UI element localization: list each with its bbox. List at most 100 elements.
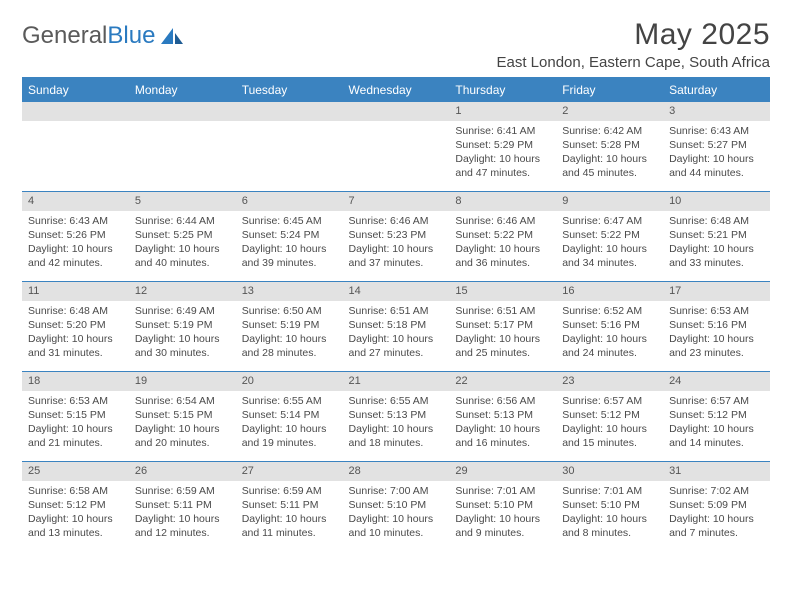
weekday-header: Thursday [449,78,556,102]
calendar-day-cell: 22Sunrise: 6:56 AMSunset: 5:13 PMDayligh… [449,372,556,462]
sunset-line: Sunset: 5:10 PM [562,498,657,512]
daylight-line: Daylight: 10 hours and 14 minutes. [669,422,764,450]
sunset-line: Sunset: 5:12 PM [669,408,764,422]
day-number-bar: 22 [449,372,556,391]
sunrise-line: Sunrise: 6:57 AM [562,394,657,408]
day-number-bar: 2 [556,102,663,121]
day-number-bar: 29 [449,462,556,481]
sunset-line: Sunset: 5:10 PM [455,498,550,512]
header: GeneralBlue May 2025 East London, Easter… [22,18,770,71]
day-body: Sunrise: 6:45 AMSunset: 5:24 PMDaylight:… [236,211,343,277]
day-body: Sunrise: 7:02 AMSunset: 5:09 PMDaylight:… [663,481,770,547]
sunset-line: Sunset: 5:12 PM [28,498,123,512]
sunrise-line: Sunrise: 6:59 AM [135,484,230,498]
calendar-day-cell: 4Sunrise: 6:43 AMSunset: 5:26 PMDaylight… [22,192,129,282]
calendar-day-cell: 1Sunrise: 6:41 AMSunset: 5:29 PMDaylight… [449,102,556,192]
calendar-day-cell: 6Sunrise: 6:45 AMSunset: 5:24 PMDaylight… [236,192,343,282]
calendar-day-cell: 27Sunrise: 6:59 AMSunset: 5:11 PMDayligh… [236,462,343,552]
calendar-day-cell: 3Sunrise: 6:43 AMSunset: 5:27 PMDaylight… [663,102,770,192]
sunset-line: Sunset: 5:21 PM [669,228,764,242]
title-block: May 2025 East London, Eastern Cape, Sout… [496,18,770,71]
sunrise-line: Sunrise: 6:50 AM [242,304,337,318]
sunrise-line: Sunrise: 6:53 AM [669,304,764,318]
weekday-header: Wednesday [343,78,450,102]
day-body [343,121,450,130]
calendar-day-cell: 31Sunrise: 7:02 AMSunset: 5:09 PMDayligh… [663,462,770,552]
daylight-line: Daylight: 10 hours and 24 minutes. [562,332,657,360]
daylight-line: Daylight: 10 hours and 18 minutes. [349,422,444,450]
day-number-bar: 4 [22,192,129,211]
day-number-bar: 21 [343,372,450,391]
day-body: Sunrise: 6:46 AMSunset: 5:23 PMDaylight:… [343,211,450,277]
sunset-line: Sunset: 5:11 PM [135,498,230,512]
day-number-bar: 5 [129,192,236,211]
calendar-day-cell [22,102,129,192]
sunrise-line: Sunrise: 6:41 AM [455,124,550,138]
sunset-line: Sunset: 5:16 PM [562,318,657,332]
day-number-bar [343,102,450,121]
calendar-day-cell: 7Sunrise: 6:46 AMSunset: 5:23 PMDaylight… [343,192,450,282]
day-body: Sunrise: 6:44 AMSunset: 5:25 PMDaylight:… [129,211,236,277]
sunset-line: Sunset: 5:25 PM [135,228,230,242]
weekday-header: Tuesday [236,78,343,102]
day-number-bar: 31 [663,462,770,481]
calendar-day-cell: 14Sunrise: 6:51 AMSunset: 5:18 PMDayligh… [343,282,450,372]
calendar-day-cell [236,102,343,192]
day-number-bar [22,102,129,121]
day-body: Sunrise: 7:01 AMSunset: 5:10 PMDaylight:… [556,481,663,547]
sunrise-line: Sunrise: 6:42 AM [562,124,657,138]
sunrise-line: Sunrise: 6:46 AM [349,214,444,228]
day-number-bar: 9 [556,192,663,211]
calendar-week-row: 4Sunrise: 6:43 AMSunset: 5:26 PMDaylight… [22,192,770,282]
day-number-bar: 8 [449,192,556,211]
calendar-day-cell: 28Sunrise: 7:00 AMSunset: 5:10 PMDayligh… [343,462,450,552]
day-number-bar: 30 [556,462,663,481]
sunrise-line: Sunrise: 7:01 AM [562,484,657,498]
daylight-line: Daylight: 10 hours and 8 minutes. [562,512,657,540]
sunrise-line: Sunrise: 7:01 AM [455,484,550,498]
sunrise-line: Sunrise: 6:55 AM [242,394,337,408]
day-body: Sunrise: 6:52 AMSunset: 5:16 PMDaylight:… [556,301,663,367]
daylight-line: Daylight: 10 hours and 28 minutes. [242,332,337,360]
day-number-bar: 19 [129,372,236,391]
calendar-day-cell: 20Sunrise: 6:55 AMSunset: 5:14 PMDayligh… [236,372,343,462]
logo-sail-icon [159,26,185,46]
calendar-day-cell: 10Sunrise: 6:48 AMSunset: 5:21 PMDayligh… [663,192,770,282]
calendar-week-row: 18Sunrise: 6:53 AMSunset: 5:15 PMDayligh… [22,372,770,462]
day-number-bar: 28 [343,462,450,481]
calendar-day-cell: 23Sunrise: 6:57 AMSunset: 5:12 PMDayligh… [556,372,663,462]
sunrise-line: Sunrise: 6:51 AM [455,304,550,318]
sunset-line: Sunset: 5:13 PM [455,408,550,422]
calendar-day-cell: 16Sunrise: 6:52 AMSunset: 5:16 PMDayligh… [556,282,663,372]
sunrise-line: Sunrise: 7:00 AM [349,484,444,498]
sunrise-line: Sunrise: 6:53 AM [28,394,123,408]
calendar-day-cell: 9Sunrise: 6:47 AMSunset: 5:22 PMDaylight… [556,192,663,282]
day-number-bar: 24 [663,372,770,391]
day-body: Sunrise: 6:41 AMSunset: 5:29 PMDaylight:… [449,121,556,187]
day-number-bar: 15 [449,282,556,301]
day-body [22,121,129,130]
sunset-line: Sunset: 5:11 PM [242,498,337,512]
sunrise-line: Sunrise: 6:56 AM [455,394,550,408]
daylight-line: Daylight: 10 hours and 34 minutes. [562,242,657,270]
day-number-bar: 1 [449,102,556,121]
day-number-bar: 3 [663,102,770,121]
daylight-line: Daylight: 10 hours and 39 minutes. [242,242,337,270]
day-body [236,121,343,130]
calendar-day-cell [129,102,236,192]
calendar-day-cell: 29Sunrise: 7:01 AMSunset: 5:10 PMDayligh… [449,462,556,552]
day-body: Sunrise: 7:00 AMSunset: 5:10 PMDaylight:… [343,481,450,547]
calendar-day-cell: 18Sunrise: 6:53 AMSunset: 5:15 PMDayligh… [22,372,129,462]
month-title: May 2025 [496,18,770,52]
daylight-line: Daylight: 10 hours and 27 minutes. [349,332,444,360]
calendar-day-cell: 15Sunrise: 6:51 AMSunset: 5:17 PMDayligh… [449,282,556,372]
daylight-line: Daylight: 10 hours and 13 minutes. [28,512,123,540]
daylight-line: Daylight: 10 hours and 47 minutes. [455,152,550,180]
day-body: Sunrise: 6:46 AMSunset: 5:22 PMDaylight:… [449,211,556,277]
sunrise-line: Sunrise: 6:44 AM [135,214,230,228]
sunrise-line: Sunrise: 6:46 AM [455,214,550,228]
sunset-line: Sunset: 5:29 PM [455,138,550,152]
day-body: Sunrise: 6:54 AMSunset: 5:15 PMDaylight:… [129,391,236,457]
weekday-header: Saturday [663,78,770,102]
day-number-bar: 11 [22,282,129,301]
